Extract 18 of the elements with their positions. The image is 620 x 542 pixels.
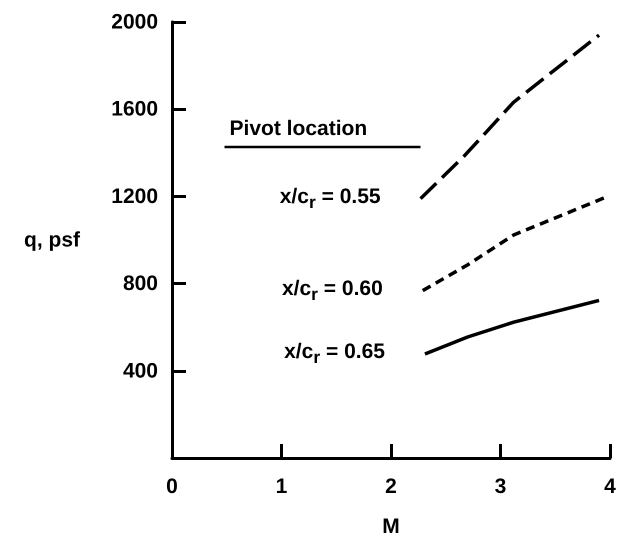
legend-title: Pivot location	[230, 117, 368, 140]
line-series	[423, 298, 601, 356]
series-label: x/c$_{r}$ = 0.55	[280, 184, 381, 214]
x-tick-label: 1	[276, 475, 288, 498]
x-tick-label: 2	[385, 475, 397, 498]
line-series	[418, 33, 601, 200]
x-tick-label: 3	[494, 475, 506, 498]
y-tick-label: 1600	[111, 98, 158, 121]
x-tick-label: 4	[604, 475, 616, 498]
series-label: x/c$_{r}$ = 0.65	[284, 340, 385, 370]
y-tick-label: 1200	[111, 184, 158, 208]
y-axis-title: q, psf	[24, 228, 82, 252]
x-axis-title: M	[382, 515, 400, 538]
series-label: x/c$_{r}$ = 0.60	[282, 276, 383, 306]
y-tick-label: 400	[122, 359, 158, 382]
x-tick-label: 0	[166, 475, 178, 498]
y-tick-label: 2000	[111, 10, 158, 34]
y-tick-label: 800	[122, 272, 158, 296]
